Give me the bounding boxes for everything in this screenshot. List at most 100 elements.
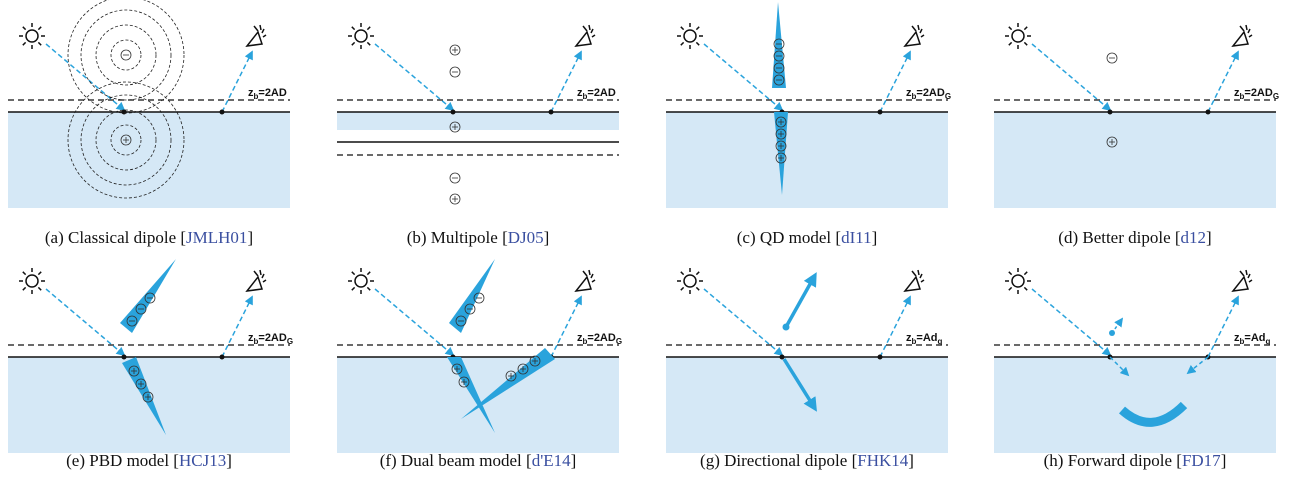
- exit-light: [1207, 295, 1239, 358]
- caption-text: (f) Dual beam model [: [380, 451, 532, 470]
- light-ray: [22, 41, 27, 46]
- charge: [775, 152, 787, 164]
- viewer-ray: [253, 25, 259, 32]
- viewer-eye: [245, 30, 263, 47]
- field-line: [80, 94, 172, 186]
- medium: [337, 112, 619, 130]
- internal-light: [1109, 356, 1130, 377]
- medium: [666, 112, 948, 208]
- viewer-ray: [919, 273, 923, 279]
- viewer-ray: [262, 34, 267, 38]
- light-ray: [1023, 26, 1028, 31]
- label-subscript: b: [583, 337, 588, 346]
- viewer-ray: [582, 25, 588, 32]
- label-text: z: [577, 87, 583, 99]
- exit-point: [877, 109, 883, 115]
- caption: (h) Forward dipole [FD17]: [1044, 451, 1227, 470]
- viewer-eye: [574, 30, 592, 47]
- label-subscript: b: [1240, 92, 1245, 101]
- viewer-ray: [253, 270, 259, 277]
- light-source: [1011, 274, 1025, 288]
- label-text: =2AD: [587, 87, 615, 99]
- viewer-eye: [903, 275, 921, 292]
- label-text: =2AD: [258, 87, 286, 99]
- plane-label: zb=Adg: [906, 332, 942, 346]
- viewer-ray: [261, 273, 265, 279]
- label-text: z: [906, 332, 912, 344]
- viewer-ray: [911, 25, 917, 32]
- label-text: z: [248, 87, 254, 99]
- charge: [144, 292, 156, 304]
- citation: DJ05: [508, 228, 544, 247]
- incident-light: [703, 288, 784, 357]
- viewer-ray: [911, 270, 917, 277]
- light-ray: [22, 26, 27, 31]
- beam-wedge: [772, 2, 786, 88]
- light-ray: [1008, 286, 1013, 291]
- viewer-ray: [919, 28, 923, 34]
- charge: [120, 49, 132, 61]
- viewer-ray: [591, 279, 596, 283]
- light-ray: [351, 286, 356, 291]
- citation: FHK14: [857, 451, 909, 470]
- charge: [120, 134, 132, 146]
- light-ray: [366, 41, 371, 46]
- charge: [449, 172, 461, 184]
- viewer-ray: [591, 34, 596, 38]
- light-ray: [1008, 271, 1013, 276]
- exit-light: [221, 50, 253, 113]
- label-text: =2AD: [916, 87, 944, 99]
- charge: [775, 140, 787, 152]
- label-subscript: b: [1240, 337, 1245, 346]
- beam-wedge: [449, 259, 495, 333]
- plane-label: zb=2ADG: [906, 87, 951, 101]
- incident-light: [703, 43, 784, 112]
- viewer-ray: [1245, 269, 1248, 276]
- plane-label: zb=2AD: [577, 87, 616, 101]
- citation: d12: [1181, 228, 1207, 247]
- plane-label: zb=2ADG: [1234, 87, 1279, 101]
- light-ray: [22, 271, 27, 276]
- panel: zb=2ADG (d) Better dipole [d12]: [994, 23, 1279, 247]
- light-ray: [37, 26, 42, 31]
- label-subscript: G: [945, 92, 951, 101]
- charge: [1106, 136, 1118, 148]
- medium: [666, 357, 948, 453]
- light-ray: [366, 271, 371, 276]
- incident-light: [374, 43, 455, 112]
- caption: (c) QD model [dI11]: [737, 228, 878, 247]
- direction-arrow: [784, 272, 817, 328]
- charge: [449, 121, 461, 133]
- incident-light: [1031, 288, 1112, 357]
- charge: [473, 292, 485, 304]
- light-ray: [680, 41, 685, 46]
- incident-light: [1031, 43, 1112, 112]
- light-ray: [351, 26, 356, 31]
- light-ray: [680, 26, 685, 31]
- caption-text: ]: [544, 228, 550, 247]
- panel: zb=2AD (b) Multipole [DJ05]: [337, 23, 619, 247]
- field-line: [67, 0, 185, 114]
- field-line: [67, 81, 185, 199]
- light-ray: [37, 271, 42, 276]
- viewer-ray: [261, 28, 265, 34]
- exit-light: [1207, 50, 1239, 113]
- direction-arrow: [1111, 317, 1124, 334]
- entry-point: [450, 109, 456, 115]
- caption: (f) Dual beam model [d'E14]: [380, 451, 577, 470]
- light-ray: [37, 41, 42, 46]
- charge: [451, 363, 463, 375]
- viewer-ray: [917, 269, 920, 276]
- label-subscript: b: [254, 92, 259, 101]
- light-source: [25, 29, 39, 43]
- viewer-ray: [1239, 25, 1245, 32]
- exit-light: [550, 295, 582, 358]
- caption: (e) PBD model [HCJ13]: [66, 451, 232, 470]
- incident-light: [45, 288, 126, 357]
- light-ray: [351, 271, 356, 276]
- charge: [449, 193, 461, 205]
- charge: [773, 38, 785, 50]
- caption-text: ]: [908, 451, 914, 470]
- light-ray: [366, 286, 371, 291]
- charge: [773, 74, 785, 86]
